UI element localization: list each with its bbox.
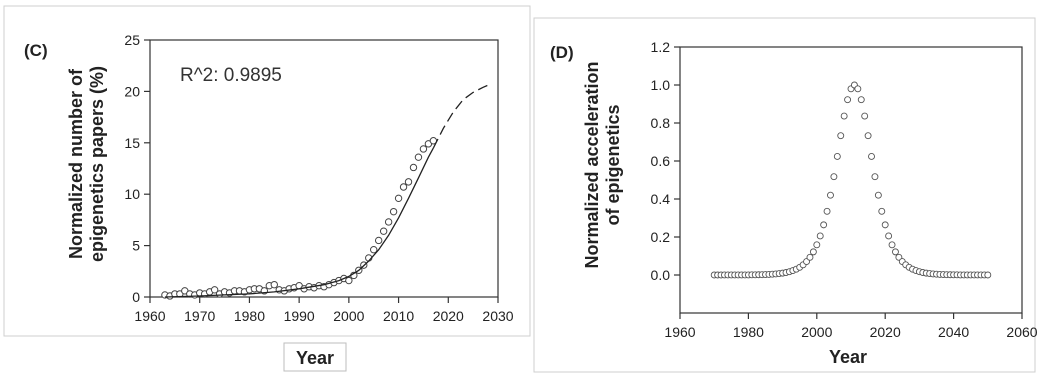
panel-c-data-point [379, 227, 388, 235]
panel-d-data-point [806, 253, 814, 261]
panel-d-data-point [861, 112, 869, 120]
panel-d-data-point [827, 191, 834, 199]
panel-d-xtick-label: 2040 [938, 324, 969, 340]
panel-c-data-point [399, 183, 408, 191]
panel-c-xlabel: Year [296, 348, 334, 368]
panel-c-xtick-label: 2010 [383, 308, 414, 324]
panel-d-ytick-label: 0.8 [651, 115, 671, 131]
panel-c-xlabel-box [283, 342, 347, 372]
panel-d-ytick-label: 0.0 [651, 267, 671, 283]
panel-d-data-point [809, 248, 817, 256]
panel-c-data-point [394, 194, 403, 203]
panel-d-data-point [868, 153, 875, 160]
panel-c-xtick-label: 1990 [284, 308, 315, 324]
panel-d-xtick-label: 1980 [733, 324, 764, 340]
panel-d-data-point [837, 132, 845, 140]
panel-d-data-point [881, 221, 889, 229]
panel-d-data-point [864, 132, 872, 140]
panel-c-data-point [414, 153, 423, 161]
panel-d-data-point [816, 232, 824, 240]
panel-c-data-point [384, 218, 393, 226]
panel-c-ytick-label: 25 [124, 32, 140, 48]
panel-c-xtick-label: 1960 [134, 308, 165, 324]
panel-d-data-point [844, 96, 852, 104]
panel-c-ytick-label: 20 [124, 83, 140, 99]
panel-c-data-point [409, 163, 418, 172]
panel-d-xtick-label: 1960 [664, 324, 695, 340]
panel-c-label: (C) [24, 41, 48, 60]
panel-d-data-point [823, 207, 831, 215]
panel-d-ytick-label: 0.2 [651, 229, 671, 245]
panel-c-data-point [374, 236, 383, 245]
panel-d-xlabel: Year [829, 347, 867, 367]
panel-d-ylabel-line2: of epigenetics [603, 104, 623, 225]
panel-d-data-point [871, 173, 879, 181]
panel-d-ytick-label: 1.0 [651, 77, 671, 93]
panel-c-ylabel-line1: Normalized number of [66, 68, 86, 259]
panel-d-data-point [820, 221, 828, 229]
panel-c-ytick-label: 10 [124, 186, 140, 202]
panel-d-data-point [854, 85, 862, 93]
panel-d-ytick-label: 1.2 [651, 39, 671, 55]
panel-d-xtick-label: 2020 [870, 324, 901, 340]
panel-c-fit-curve [164, 147, 434, 298]
panel-d-data-point [857, 96, 865, 104]
panel-c-ytick-label: 15 [124, 135, 140, 151]
panel-d-data-point [984, 271, 992, 279]
panel-d-data-point [833, 153, 841, 160]
panel-c-ytick-label: 5 [132, 238, 140, 254]
panel-c-xtick-label: 2000 [333, 308, 364, 324]
panel-c-data-point [389, 207, 398, 216]
panel-c-xtick-label: 2020 [433, 308, 464, 324]
panel-c-frame [3, 5, 531, 337]
panel-c-data-point [210, 286, 219, 294]
panel-d-frame [533, 17, 1036, 373]
panel-c-data-point [404, 178, 413, 186]
panel-d-data-point [840, 112, 848, 120]
panel-d-plot-frame [679, 46, 1023, 314]
panel-d-ytick-label: 0.6 [651, 153, 671, 169]
panel-d-label: (D) [550, 43, 574, 62]
panel-c-xtick-label: 1980 [234, 308, 265, 324]
panel-d-data-point [892, 248, 899, 256]
panel-c-data-point [345, 276, 353, 285]
panel-c-xtick-label: 2030 [482, 308, 513, 324]
panel-d-ytick-label: 0.4 [651, 191, 671, 207]
panel-d-data-point [830, 173, 838, 181]
panel-d-xtick-label: 2000 [801, 324, 832, 340]
panel-d-data-point [885, 232, 893, 240]
panel-c-data-point [370, 246, 378, 254]
panel-d-ylabel-line1: Normalized acceleration [582, 61, 602, 268]
panel-c-plot: 1960 1970 1980 1990 2000 2010 2020 2030 0 5 10 15 20… [124, 32, 513, 324]
panel-c-projection-curve [432, 84, 489, 149]
panel-c-ytick-label: 0 [132, 289, 140, 305]
panel-d-plot: 1960 1980 2000 2020 2040 2060 0.0 0.2 0.4 0.6 0.8 1… [651, 39, 1038, 340]
panel-d-data-point [813, 241, 821, 249]
panel-c-xtick-label: 1970 [184, 308, 215, 324]
panel-d-xtick-label: 2060 [1006, 324, 1037, 340]
panel-c-annotation: R^2: 0.9895 [180, 65, 282, 86]
panel-c-data-point [270, 280, 278, 289]
panel-d-data-point [874, 191, 882, 199]
panel-d-data-point [888, 241, 896, 249]
panel-c-plot-frame [149, 39, 499, 298]
panel-c-ylabel-line2: epigenetics papers (%) [87, 66, 107, 262]
panel-c-data-point [419, 145, 428, 153]
panel-d-data-point [878, 207, 886, 215]
